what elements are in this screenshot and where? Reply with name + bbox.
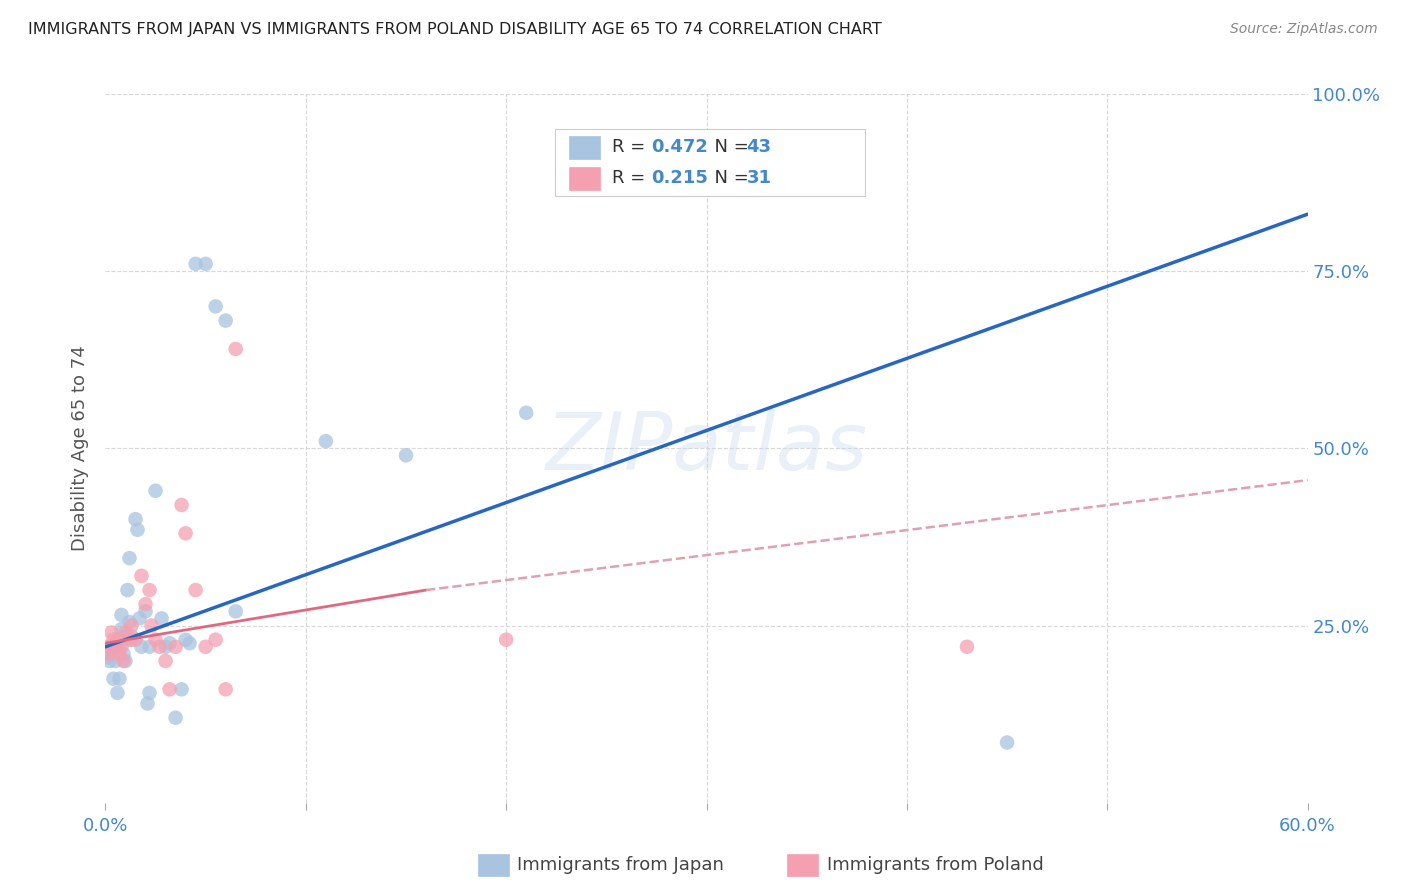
Point: [104, 640, 127, 654]
Point: [170, 498, 193, 512]
Point: [108, 640, 131, 654]
Point: [112, 647, 135, 661]
Point: [107, 632, 129, 647]
Point: [135, 597, 157, 611]
Point: [110, 640, 132, 654]
Point: [155, 654, 177, 668]
Point: [165, 711, 187, 725]
Text: 31: 31: [747, 169, 772, 187]
Point: [174, 526, 197, 541]
Point: [96, 640, 118, 654]
Point: [127, 523, 149, 537]
Point: [128, 611, 150, 625]
Point: [124, 632, 146, 647]
Point: [112, 654, 135, 668]
Point: [118, 632, 141, 647]
Text: R =: R =: [612, 138, 651, 156]
Point: [138, 686, 160, 700]
Point: [118, 551, 141, 566]
Y-axis label: Disability Age 65 to 74: Disability Age 65 to 74: [70, 345, 89, 551]
Point: [148, 640, 170, 654]
Point: [150, 611, 173, 625]
Point: [110, 607, 132, 622]
Point: [184, 583, 207, 598]
Text: ZIPatlas: ZIPatlas: [546, 409, 868, 487]
Text: R =: R =: [612, 169, 651, 187]
Text: IMMIGRANTS FROM JAPAN VS IMMIGRANTS FROM POLAND DISABILITY AGE 65 TO 74 CORRELAT: IMMIGRANTS FROM JAPAN VS IMMIGRANTS FROM…: [28, 22, 882, 37]
Point: [121, 629, 143, 643]
Text: 0.215: 0.215: [651, 169, 707, 187]
Point: [214, 313, 236, 327]
Point: [131, 640, 153, 654]
Point: [138, 583, 160, 598]
Point: [155, 640, 177, 654]
Point: [170, 682, 193, 697]
Point: [104, 654, 127, 668]
Point: [108, 647, 131, 661]
Point: [98, 647, 121, 661]
Point: [124, 512, 146, 526]
Point: [165, 640, 187, 654]
Point: [225, 342, 247, 356]
Point: [108, 672, 131, 686]
Point: [98, 654, 121, 668]
Point: [204, 632, 226, 647]
Point: [159, 682, 181, 697]
Point: [114, 654, 136, 668]
Point: [225, 604, 247, 618]
Text: Immigrants from Poland: Immigrants from Poland: [827, 856, 1043, 874]
Point: [145, 483, 167, 498]
Text: Immigrants from Japan: Immigrants from Japan: [517, 856, 724, 874]
Text: 43: 43: [747, 138, 772, 156]
Point: [96, 650, 118, 665]
Point: [107, 686, 129, 700]
Point: [995, 735, 1018, 749]
Point: [131, 569, 153, 583]
Point: [100, 640, 122, 654]
Point: [103, 672, 125, 686]
Point: [118, 615, 141, 629]
Point: [138, 640, 160, 654]
Point: [117, 583, 139, 598]
Text: N =: N =: [703, 138, 755, 156]
Point: [956, 640, 979, 654]
Point: [194, 257, 217, 271]
Point: [194, 640, 217, 654]
Point: [121, 632, 143, 647]
Point: [495, 632, 517, 647]
Point: [114, 629, 136, 643]
Point: [204, 300, 226, 314]
Point: [110, 622, 132, 636]
Point: [121, 618, 143, 632]
Point: [174, 632, 197, 647]
Point: [515, 406, 537, 420]
Point: [145, 632, 167, 647]
Point: [100, 625, 122, 640]
Point: [135, 604, 157, 618]
Point: [184, 257, 207, 271]
Point: [114, 625, 136, 640]
Point: [395, 448, 418, 462]
Text: 0.472: 0.472: [651, 138, 707, 156]
Point: [315, 434, 337, 449]
Point: [159, 636, 181, 650]
Text: Source: ZipAtlas.com: Source: ZipAtlas.com: [1230, 22, 1378, 37]
Point: [141, 618, 163, 632]
Point: [214, 682, 236, 697]
Point: [136, 697, 159, 711]
Point: [103, 632, 125, 647]
Point: [179, 636, 201, 650]
Text: N =: N =: [703, 169, 755, 187]
